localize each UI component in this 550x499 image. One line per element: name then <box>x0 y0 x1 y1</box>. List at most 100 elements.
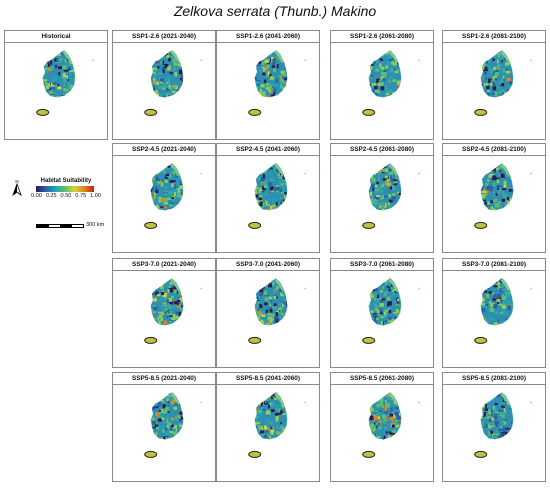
ulleung-island <box>418 59 421 62</box>
ulleung-island <box>418 172 421 175</box>
panel-title: Historical <box>5 31 107 43</box>
jeju-island <box>248 450 262 458</box>
ulleung-island <box>530 59 533 62</box>
jeju-island <box>362 108 376 116</box>
legend-tick: 0.75 <box>75 193 87 199</box>
ulleung-island <box>304 401 307 404</box>
suitability-map <box>474 278 533 344</box>
jeju-island <box>362 450 376 458</box>
suitability-map <box>144 278 203 344</box>
panel-title: SSP5-8.5 (2041-2060) <box>217 373 319 385</box>
suitability-map <box>474 392 533 458</box>
suitability-map <box>248 163 307 229</box>
suitability-raster <box>480 163 514 211</box>
map-panel: SSP5-8.5 (2061-2080) <box>330 372 434 482</box>
suitability-map <box>144 392 203 458</box>
suitability-map <box>474 50 533 116</box>
panel-title: SSP5-8.5 (2081-2100) <box>443 373 545 385</box>
panel-title: SSP5-8.5 (2061-2080) <box>331 373 433 385</box>
ulleung-island <box>304 59 307 62</box>
suitability-map <box>362 392 421 458</box>
suitability-map <box>248 278 307 344</box>
ulleung-island <box>530 287 533 290</box>
map-panel: SSP3-7.0 (2021-2040) <box>112 258 216 368</box>
map-panel: SSP1-2.6 (2081-2100) <box>442 30 546 140</box>
legend-colorbar <box>36 186 94 192</box>
legend-tick: 0.50 <box>60 193 72 199</box>
legend-title: Habitat Suitability <box>40 178 92 184</box>
map-panel-historical: Historical <box>4 30 108 140</box>
suitability-map <box>362 50 421 116</box>
suitability-map <box>248 392 307 458</box>
ulleung-island <box>418 287 421 290</box>
jeju-island <box>36 108 50 116</box>
map-panel: SSP2-4.5 (2041-2060) <box>216 143 320 253</box>
jeju-island <box>362 221 376 229</box>
suitability-map <box>144 163 203 229</box>
suitability-raster <box>254 278 288 326</box>
panel-title: SSP3-7.0 (2021-2040) <box>113 259 215 271</box>
ulleung-island <box>418 401 421 404</box>
jeju-island <box>474 221 488 229</box>
map-panel: SSP1-2.6 (2021-2040) <box>112 30 216 140</box>
map-panel: SSP3-7.0 (2081-2100) <box>442 258 546 368</box>
suitability-map <box>362 278 421 344</box>
panel-title: SSP5-8.5 (2021-2040) <box>113 373 215 385</box>
ulleung-island <box>304 172 307 175</box>
north-arrow-icon: N <box>12 179 22 196</box>
panel-title: SSP1-2.6 (2041-2060) <box>217 31 319 43</box>
panel-title: SSP3-7.0 (2041-2060) <box>217 259 319 271</box>
map-panel: SSP2-4.5 (2021-2040) <box>112 143 216 253</box>
jeju-island <box>144 336 158 344</box>
scale-bar <box>36 224 84 228</box>
north-label: N <box>15 179 18 184</box>
panel-title: SSP2-4.5 (2061-2080) <box>331 144 433 156</box>
jeju-island <box>144 221 158 229</box>
legend-tick: 1.00 <box>90 193 101 199</box>
map-panel: SSP3-7.0 (2061-2080) <box>330 258 434 368</box>
suitability-raster <box>368 392 402 440</box>
map-panel: SSP1-2.6 (2061-2080) <box>330 30 434 140</box>
panel-title: SSP3-7.0 (2081-2100) <box>443 259 545 271</box>
map-panel: SSP2-4.5 (2061-2080) <box>330 143 434 253</box>
panel-title: SSP2-4.5 (2041-2060) <box>217 144 319 156</box>
jeju-island <box>248 221 262 229</box>
ulleung-island <box>200 287 203 290</box>
suitability-raster <box>150 278 184 326</box>
suitability-map <box>36 50 95 116</box>
jeju-island <box>248 336 262 344</box>
panel-title: SSP2-4.5 (2081-2100) <box>443 144 545 156</box>
scale-label: 300 km <box>86 222 105 228</box>
ulleung-island <box>92 59 95 62</box>
jeju-island <box>362 336 376 344</box>
map-panel: SSP5-8.5 (2021-2040) <box>112 372 216 482</box>
panel-title: SSP2-4.5 (2021-2040) <box>113 144 215 156</box>
jeju-island <box>474 450 488 458</box>
figure-title: Zelkova serrata (Thunb.) Makino <box>173 3 377 19</box>
legend-ticks: 0.00 0.25 0.50 0.75 1.00 <box>31 193 101 199</box>
ulleung-island <box>530 401 533 404</box>
suitability-map <box>474 163 533 229</box>
map-panel: SSP5-8.5 (2041-2060) <box>216 372 320 482</box>
map-panel: SSP5-8.5 (2081-2100) <box>442 372 546 482</box>
map-panel: SSP3-7.0 (2041-2060) <box>216 258 320 368</box>
legend-tick: 0.00 <box>31 193 42 199</box>
map-panel: SSP2-4.5 (2081-2100) <box>442 143 546 253</box>
suitability-map <box>144 50 203 116</box>
panel-title: SSP3-7.0 (2061-2080) <box>331 259 433 271</box>
ulleung-island <box>304 287 307 290</box>
suitability-raster <box>150 50 184 98</box>
jeju-island <box>474 336 488 344</box>
map-panel: SSP1-2.6 (2041-2060) <box>216 30 320 140</box>
panel-title: SSP1-2.6 (2061-2080) <box>331 31 433 43</box>
jeju-island <box>144 108 158 116</box>
panel-title: SSP1-2.6 (2081-2100) <box>443 31 545 43</box>
jeju-island <box>144 450 158 458</box>
jeju-island <box>474 108 488 116</box>
legend-tick: 0.25 <box>45 193 57 199</box>
suitability-map <box>362 163 421 229</box>
ulleung-island <box>200 401 203 404</box>
suitability-map <box>248 50 307 116</box>
ulleung-island <box>200 59 203 62</box>
jeju-island <box>248 108 262 116</box>
